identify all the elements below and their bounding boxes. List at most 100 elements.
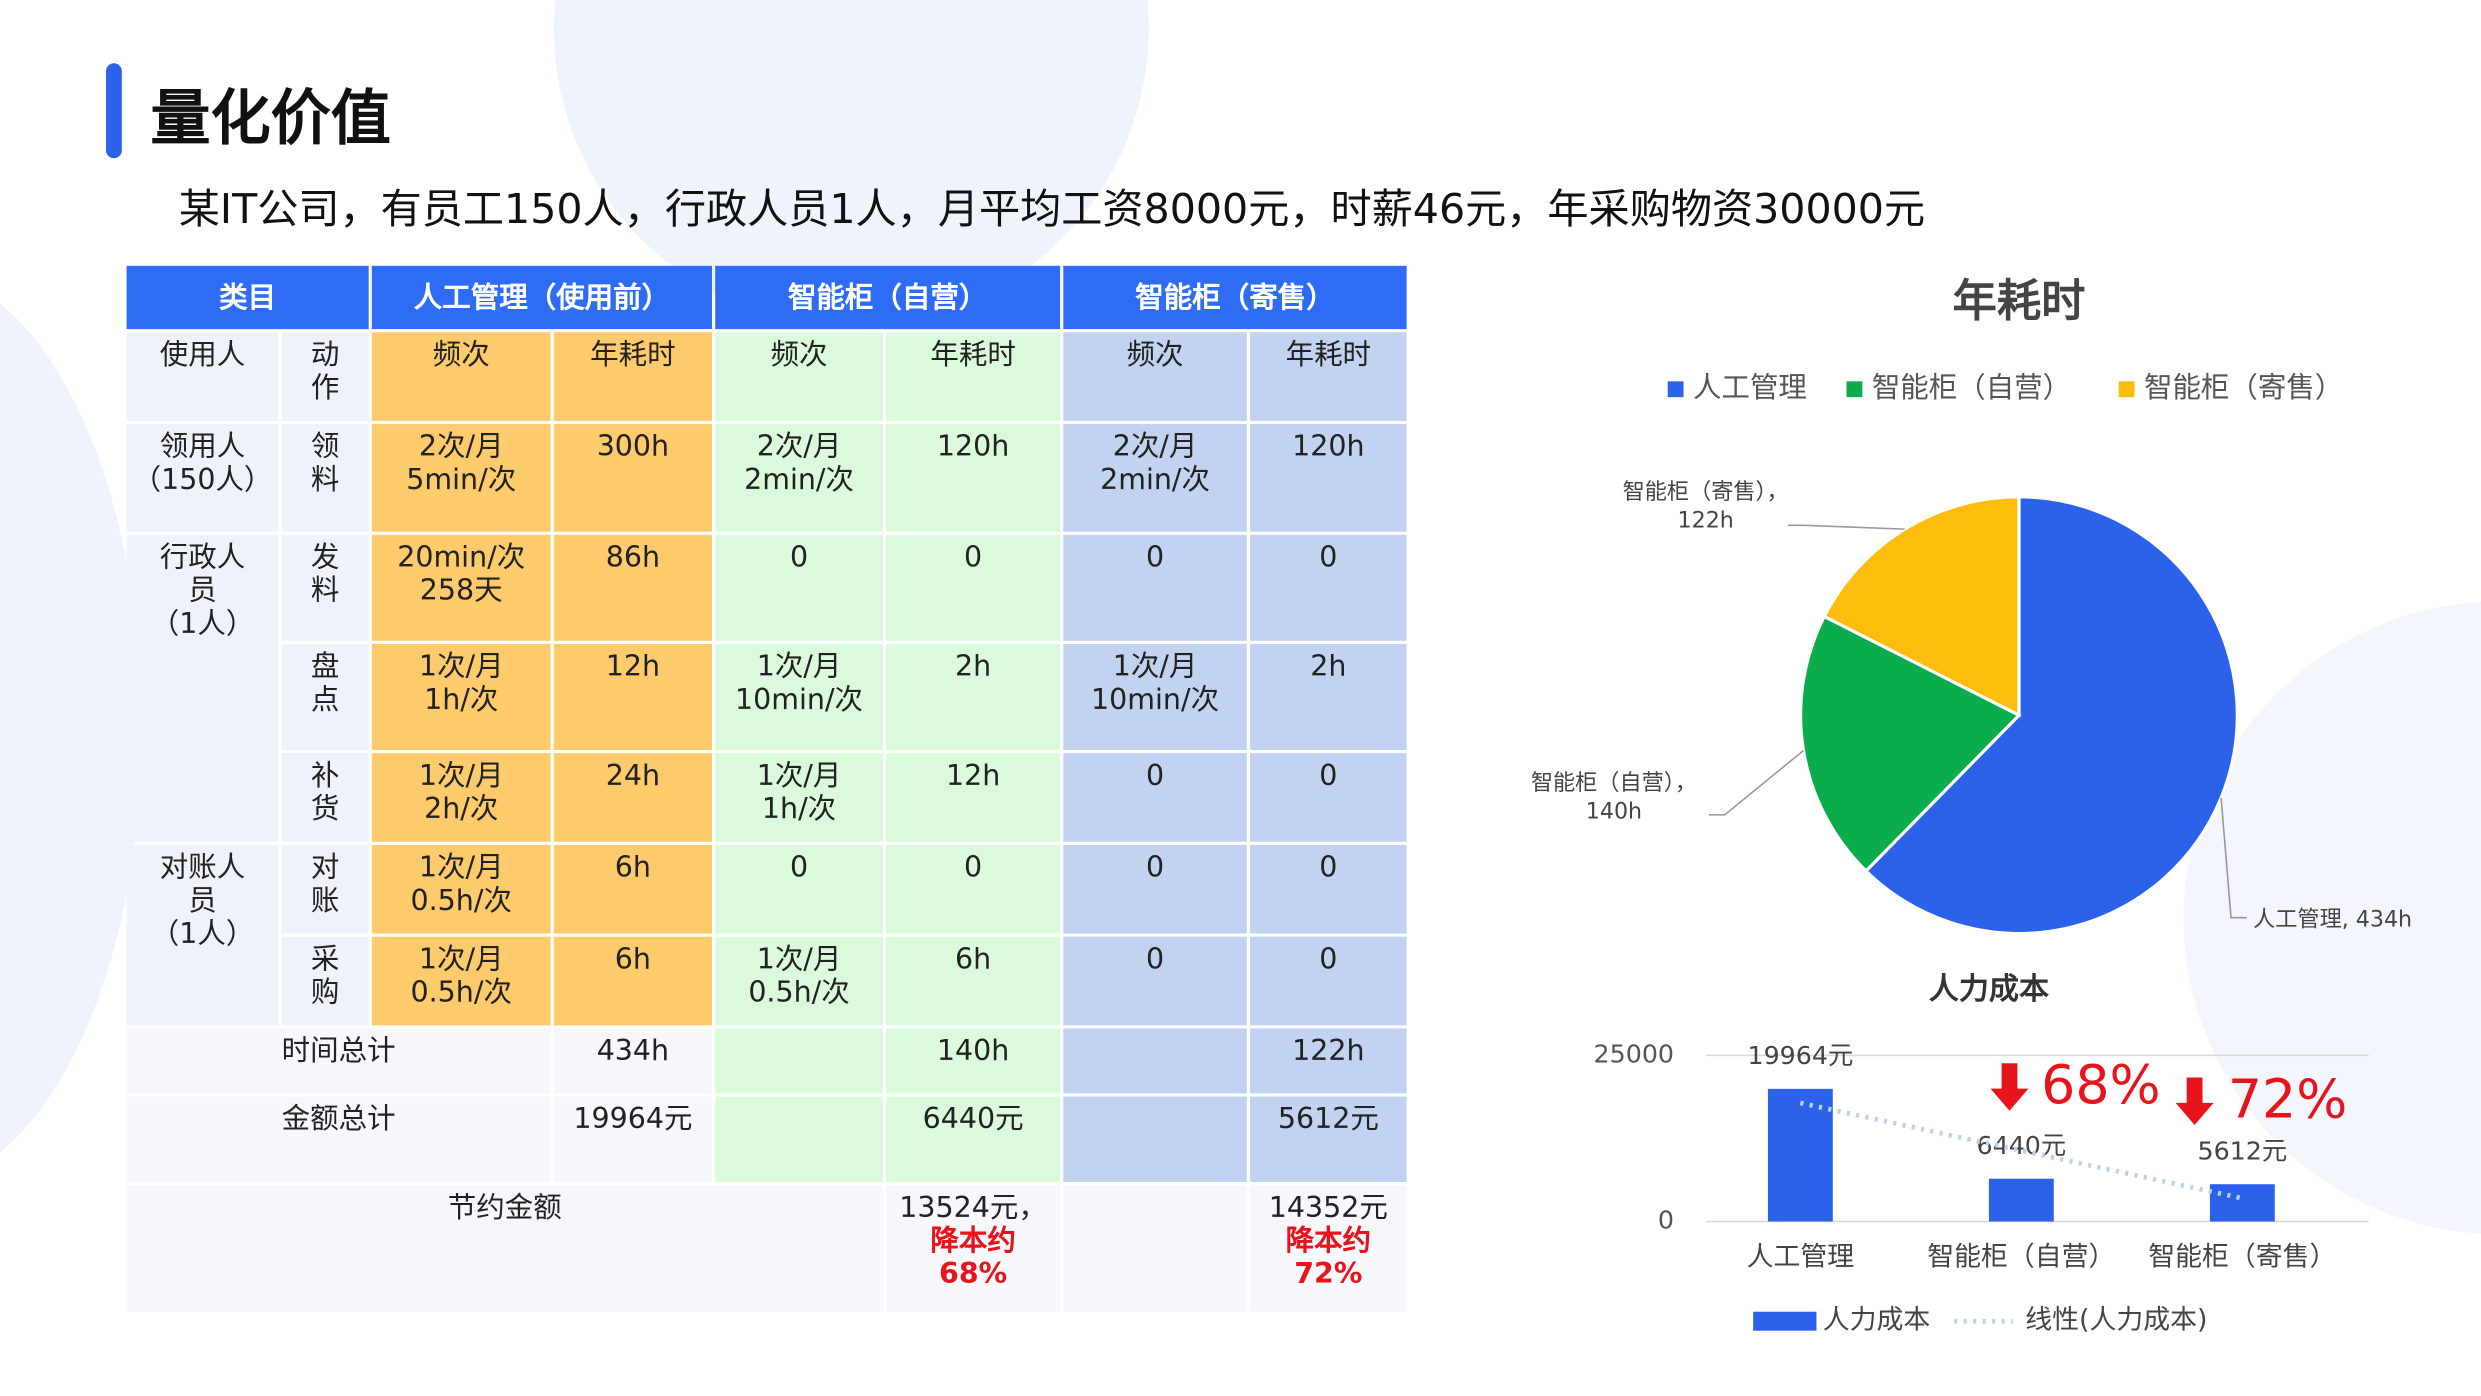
annotation-arrow	[2175, 1077, 2214, 1125]
cell: 1次/月 1h/次	[715, 753, 883, 842]
legend-swatch	[2118, 381, 2135, 398]
pie-slice	[1822, 495, 2021, 718]
chart-title: 人力成本	[1929, 972, 2049, 1007]
pie-slice	[1799, 614, 2022, 874]
cell: 盘 点	[281, 643, 369, 750]
data-label-line: 智能柜（寄售），	[1623, 479, 1789, 505]
data-label: 智能柜（寄售）， 122h	[1623, 479, 1789, 533]
cell	[1063, 1028, 1247, 1094]
cell: 领 料	[281, 424, 369, 532]
cell: 14352元 降本约 72%	[1249, 1185, 1407, 1312]
cell: 0	[1063, 936, 1247, 1026]
data-label-line: 人工管理, 434h	[2253, 906, 2412, 932]
cell: 13524元， 降本约 68%	[886, 1185, 1061, 1312]
decor-circle	[0, 268, 143, 1187]
cell: 2h	[886, 643, 1061, 750]
legend-swatch	[1753, 1311, 1817, 1331]
legend-label: 智能柜（寄售）	[2144, 371, 2343, 404]
legend-label: 人力成本	[1823, 1305, 1931, 1336]
comparison-table: 类目 人工管理（使用前） 智能柜（自营） 智能柜（寄售） 使用人 动 作 频次 …	[123, 263, 1409, 1315]
cell: 140h	[886, 1028, 1061, 1094]
cell: 24h	[553, 753, 713, 842]
subheader-cell: 频次	[371, 332, 551, 421]
cell: 0	[886, 844, 1061, 934]
cell: 0	[715, 844, 883, 934]
cell: 采 购	[281, 936, 369, 1026]
annotation: 72%	[2228, 1067, 2348, 1130]
cell: 0	[1063, 534, 1247, 641]
cell: 6h	[553, 844, 713, 934]
subheader-cell: 使用人	[126, 332, 279, 421]
leader-line	[1787, 524, 1905, 530]
cell: 0	[1249, 844, 1407, 934]
annotation-arrow	[1990, 1063, 2029, 1111]
cell: 122h	[1249, 1028, 1407, 1094]
cell: 1次/月 0.5h/次	[715, 936, 883, 1026]
savings-amount: 13524元，	[899, 1191, 1047, 1225]
cell: 发 料	[281, 534, 369, 641]
value-label: 5612元	[2197, 1137, 2287, 1166]
total-label: 金额总计	[126, 1096, 551, 1182]
cell: 0	[886, 534, 1061, 641]
leader-line	[2220, 797, 2247, 919]
cell: 12h	[886, 753, 1061, 842]
legend-label: 智能柜（自营）	[1872, 371, 2071, 404]
savings-amount: 14352元	[1268, 1191, 1388, 1225]
legend-label: 人工管理	[1693, 371, 1807, 404]
cell: 对账人 员 （1人）	[126, 844, 279, 1026]
title-accent	[106, 63, 122, 159]
cell: 2次/月 2min/次	[1063, 424, 1247, 532]
savings-note: 降本约 72%	[1285, 1224, 1372, 1292]
cell: 12h	[553, 643, 713, 750]
cell: 1次/月 10min/次	[1063, 643, 1247, 750]
leader-line	[1708, 749, 1805, 816]
cell: 6h	[553, 936, 713, 1026]
cell: 6h	[886, 936, 1061, 1026]
x-tick-label: 智能柜（寄售）	[2148, 1241, 2336, 1272]
annotation: 68%	[2041, 1053, 2161, 1116]
value-label: 6440元	[1977, 1131, 2067, 1160]
cell: 行政人 员 （1人）	[126, 534, 279, 842]
savings-label: 节约金额	[126, 1185, 883, 1312]
legend-swatch	[1667, 381, 1684, 398]
value-label: 19964元	[1747, 1041, 1853, 1070]
cell: 0	[1249, 936, 1407, 1026]
bar	[2209, 1184, 2275, 1222]
cell: 120h	[1249, 424, 1407, 532]
header-cell: 智能柜（寄售）	[1063, 265, 1407, 330]
header-cell: 智能柜（自营）	[715, 265, 1061, 330]
total-label: 时间总计	[126, 1028, 551, 1094]
cell: 0	[715, 534, 883, 641]
cell: 0	[1063, 844, 1247, 934]
cell	[715, 1028, 883, 1094]
y-tick-label: 0	[1658, 1206, 1674, 1235]
cell: 19964元	[553, 1096, 713, 1182]
cell: 2h	[1249, 643, 1407, 750]
legend-swatch	[1846, 381, 1863, 398]
cell: 300h	[553, 424, 713, 532]
cell: 6440元	[886, 1096, 1061, 1182]
y-tick-label: 25000	[1594, 1039, 1674, 1068]
subheader-cell: 动 作	[281, 332, 369, 421]
cell: 补 货	[281, 753, 369, 842]
cell	[1063, 1096, 1247, 1182]
cell: 领用人 （150人）	[126, 424, 279, 532]
x-tick-label: 人工管理	[1747, 1241, 1855, 1272]
cell: 1次/月 1h/次	[371, 643, 551, 750]
cell: 2次/月 2min/次	[715, 424, 883, 532]
cell: 对 账	[281, 844, 369, 934]
data-label-line: 122h	[1678, 507, 1734, 533]
cell: 86h	[553, 534, 713, 641]
x-tick-label: 智能柜（自营）	[1927, 1241, 2115, 1272]
data-label-line: 智能柜（自营），	[1531, 770, 1697, 796]
cell: 120h	[886, 424, 1061, 532]
subtitle: 某IT公司，有员工150人，行政人员1人，月平均工资8000元，时薪46元，年采…	[178, 186, 1926, 235]
cell: 1次/月 2h/次	[371, 753, 551, 842]
title: 量化价值	[150, 83, 391, 154]
subheader-cell: 年耗时	[1249, 332, 1407, 421]
bar	[1988, 1178, 2054, 1222]
subheader-cell: 频次	[715, 332, 883, 421]
